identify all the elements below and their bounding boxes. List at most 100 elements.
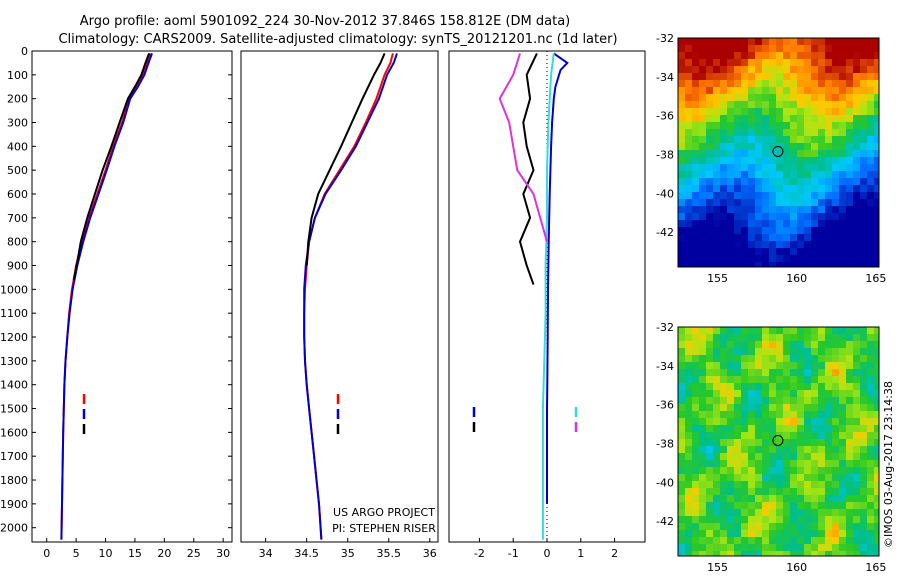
map-cell: [811, 38, 819, 46]
map-cell: [818, 404, 826, 412]
map-cell: [783, 446, 791, 454]
map-cell: [811, 213, 819, 221]
map-cell: [797, 38, 805, 46]
map-cell: [692, 551, 700, 556]
map-cell: [825, 59, 833, 67]
map-cell: [741, 73, 749, 81]
map-cell: [727, 502, 735, 510]
map-cell: [783, 234, 791, 242]
map-cell: [853, 164, 861, 172]
map-cell: [846, 369, 854, 377]
map-cell: [699, 199, 707, 207]
map-cell: [811, 122, 819, 130]
map-cell: [755, 45, 763, 53]
map-cell: [706, 178, 714, 186]
map-cell: [874, 341, 879, 349]
map-cell: [839, 348, 847, 356]
map-cell: [790, 369, 798, 377]
map-cell: [825, 495, 833, 503]
map-cell: [783, 369, 791, 377]
map-cell: [720, 143, 728, 151]
map-cell: [685, 136, 693, 144]
map-cell: [706, 495, 714, 503]
map-cell: [804, 530, 812, 538]
x-tick-label: 160: [786, 561, 807, 574]
map-cell: [804, 348, 812, 356]
map-cell: [797, 341, 805, 349]
map-cell: [769, 411, 777, 419]
map-cell: [762, 537, 770, 545]
map-cell: [713, 348, 721, 356]
map-cell: [762, 327, 770, 335]
y-tick-label: -32: [656, 321, 674, 334]
map-cell: [832, 341, 840, 349]
map-cell: [727, 255, 735, 263]
map-cell: [797, 425, 805, 433]
map-cell: [825, 516, 833, 524]
map-cell: [874, 383, 879, 391]
map-cell: [734, 530, 742, 538]
map-cell: [685, 502, 693, 510]
map-cell: [825, 45, 833, 53]
map-cell: [713, 544, 721, 552]
map-cell: [860, 502, 868, 510]
map-cell: [755, 220, 763, 228]
map-cell: [874, 220, 879, 228]
map-cell: [818, 481, 826, 489]
map-cell: [720, 453, 728, 461]
map-cell: [776, 334, 784, 342]
map-cell: [706, 516, 714, 524]
map-cell: [720, 234, 728, 242]
map-cell: [783, 227, 791, 235]
map-cell: [818, 241, 826, 249]
map-cell: [846, 397, 854, 405]
y-tick-label: -36: [656, 399, 674, 412]
map-cell: [867, 248, 875, 256]
map-cell: [832, 199, 840, 207]
map-cell: [741, 348, 749, 356]
map-cell: [853, 439, 861, 447]
map-cell: [755, 418, 763, 426]
map-cell: [706, 467, 714, 475]
map-cell: [713, 87, 721, 95]
map-cell: [692, 52, 700, 60]
map-cell: [741, 227, 749, 235]
map-cell: [748, 122, 756, 130]
map-cell: [678, 136, 686, 144]
map-cell: [832, 481, 840, 489]
map-cell: [818, 453, 826, 461]
map-cell: [755, 474, 763, 482]
map-cell: [776, 206, 784, 214]
map-cell: [783, 94, 791, 102]
x-tick-label: 5: [73, 547, 80, 560]
map-cell: [874, 241, 879, 249]
map-cell: [741, 404, 749, 412]
map-cell: [748, 397, 756, 405]
map-cell: [748, 241, 756, 249]
map-cell: [699, 157, 707, 165]
map-cell: [741, 150, 749, 158]
map-cell: [811, 474, 819, 482]
map-cell: [692, 206, 700, 214]
map-cell: [769, 80, 777, 88]
map-cell: [860, 38, 868, 46]
map-cell: [846, 38, 854, 46]
map-cell: [804, 59, 812, 67]
map-cell: [804, 418, 812, 426]
map-cell: [874, 418, 879, 426]
map-cell: [776, 404, 784, 412]
map-cell: [776, 122, 784, 130]
map-cell: [734, 115, 742, 123]
map-cell: [678, 52, 686, 60]
map-cell: [867, 199, 875, 207]
map-cell: [818, 551, 826, 556]
map-cell: [832, 94, 840, 102]
map-cell: [846, 192, 854, 200]
map-cell: [804, 157, 812, 165]
map-cell: [874, 87, 879, 95]
map-cell: [804, 523, 812, 531]
map-cell: [783, 213, 791, 221]
map-cell: [825, 248, 833, 256]
plot-frame: [31, 50, 233, 543]
map-cell: [867, 80, 875, 88]
